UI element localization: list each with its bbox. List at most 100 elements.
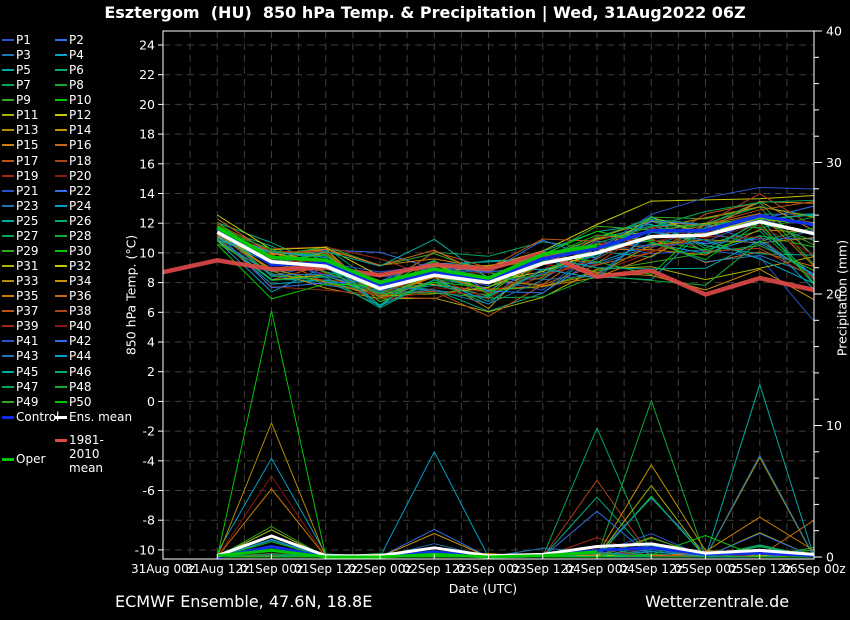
legend-control: Control [2,410,59,424]
temp-tick-label: 6 [147,305,155,320]
temp-tick-label: 22 [139,67,155,82]
legend-label: P35 [16,289,39,304]
legend-member-P26: P26 [55,214,92,228]
legend-label: Oper [16,452,46,466]
legend-member-P44: P44 [55,349,92,363]
precip-tick-label: 30 [826,155,842,170]
series-line [217,200,815,317]
legend-oper: Oper [2,452,45,466]
legend-label: P7 [16,78,31,93]
series-line [216,219,815,291]
temp-tick-label: -10 [135,542,155,557]
legend-swatch [55,249,67,252]
legend-label: P32 [69,259,92,274]
legend-swatch [55,370,67,373]
legend-swatch [2,234,14,237]
legend-label: P6 [69,63,84,78]
legend-swatch [55,310,67,313]
temp-tick-label: 14 [139,186,155,201]
legend-swatch [2,280,14,283]
legend-swatch [2,355,14,358]
legend-member-P22: P22 [55,184,92,198]
legend-label: P12 [69,108,92,123]
temp-tick-label: 24 [139,38,155,53]
legend-member-P19: P19 [2,169,39,183]
legend-label: P45 [16,364,39,379]
date-tick-label: 03Sep 12z [511,562,574,576]
temp-tick-label: 2 [147,364,155,379]
legend-label: P2 [69,33,84,47]
footer-model-info: ECMWF Ensemble, 47.6N, 18.8E [115,592,373,611]
legend-label: P40 [69,319,92,334]
series-line [217,548,598,559]
date-tick-label: 01Sep 00z [240,562,303,576]
legend-member-P13: P13 [2,123,39,137]
legend-label: P41 [16,334,39,349]
legend-swatch [2,295,14,298]
legend-member-P39: P39 [2,319,39,333]
legend-member-P37: P37 [2,304,39,318]
legend-member-P31: P31 [2,259,39,273]
legend-label: P29 [16,243,39,258]
legend-swatch [55,39,67,41]
legend-label: P30 [69,243,92,258]
date-tick-label: 05Sep 12z [728,562,791,576]
legend-member-P18: P18 [55,154,92,168]
legend-member-P27: P27 [2,229,39,243]
legend-swatch [2,39,14,41]
legend-member-P12: P12 [55,108,92,122]
legend-label: P49 [16,394,39,409]
legend-member-P3: P3 [2,48,31,62]
legend-member-P33: P33 [2,274,39,288]
legend-member-P42: P42 [55,334,92,348]
legend-label: P28 [69,228,92,243]
main-series [162,214,815,559]
legend-swatch [55,99,67,102]
legend-swatch [55,54,67,57]
legend-member-P45: P45 [2,365,39,379]
legend-swatch [2,370,14,373]
chart-title: Esztergom (HU) 850 hPa Temp. & Precipita… [104,3,746,22]
legend-label: P31 [16,259,39,274]
legend-member-P32: P32 [55,259,92,273]
legend-swatch [2,174,14,177]
temp-tick-label: 10 [139,245,155,260]
legend-label: P42 [69,334,92,349]
legend-label: P19 [16,168,39,183]
legend-member-P14: P14 [55,123,92,137]
legend-swatch [55,234,67,237]
legend-ens-mean: Ens. mean [55,410,132,424]
legend-label: P23 [16,198,39,213]
legend-swatch [2,69,14,72]
legend-label: P8 [69,78,84,93]
legend-label: P1 [16,33,31,47]
series-line [217,231,815,307]
legend-swatch [55,400,67,403]
legend-swatch [2,84,14,87]
legend-label: P14 [69,123,92,138]
legend-swatch [2,385,14,388]
legend-label: P39 [16,319,39,334]
legend-label: P25 [16,213,39,228]
legend-label: P17 [16,153,39,168]
legend-swatch [2,129,14,132]
legend-swatch [55,355,67,358]
legend-member-P41: P41 [2,334,39,348]
legend-label: P33 [16,274,39,289]
legend-label: P44 [69,349,92,364]
legend-member-P7: P7 [2,78,31,92]
legend-member-P28: P28 [55,229,92,243]
legend-member-P49: P49 [2,395,39,409]
legend-member-P23: P23 [2,199,39,213]
legend-member-P16: P16 [55,138,92,152]
series-line [217,233,815,300]
legend-label: P21 [16,183,39,198]
date-tick-label: 03Sep 00z [457,562,520,576]
legend-label: P50 [69,394,92,409]
legend-member-P4: P4 [55,48,84,62]
legend-member-P24: P24 [55,199,92,213]
date-tick-label: 04Sep 12z [620,562,683,576]
legend-swatch [55,325,67,328]
series-line [217,243,815,294]
